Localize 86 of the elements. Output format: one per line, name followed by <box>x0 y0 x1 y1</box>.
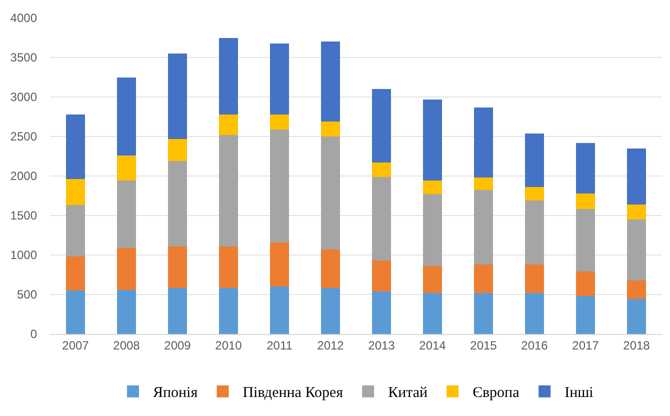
bar <box>626 299 646 334</box>
x-tick-label: 2017 <box>572 338 600 352</box>
x-tick-label: 2012 <box>317 338 344 352</box>
bar <box>524 200 544 264</box>
legend-label: Китай <box>388 385 428 402</box>
bar <box>576 272 596 296</box>
x-tick-label: 2018 <box>623 338 650 352</box>
bar <box>422 180 442 194</box>
bar <box>320 136 340 250</box>
x-tick-label: 2008 <box>113 338 140 352</box>
bar <box>320 121 340 136</box>
bar <box>270 242 290 287</box>
bar <box>116 77 136 156</box>
bar <box>474 178 494 190</box>
bar <box>422 266 442 293</box>
bar <box>270 114 290 130</box>
bar <box>372 260 392 292</box>
bar <box>270 129 290 242</box>
bar <box>576 296 596 334</box>
legend-label: Інші <box>564 385 594 402</box>
bar <box>626 280 646 300</box>
bar <box>626 148 646 204</box>
x-tick-label: 2015 <box>470 338 498 352</box>
y-tick-label: 1000 <box>10 248 38 262</box>
bar <box>168 288 188 334</box>
bar <box>524 133 544 188</box>
x-tick-label: 2016 <box>521 338 548 352</box>
bar <box>474 107 494 178</box>
bar <box>576 142 596 194</box>
bar <box>422 99 442 181</box>
bar <box>320 42 340 122</box>
y-tick-label: 4000 <box>10 11 38 26</box>
y-tick-label: 3000 <box>10 90 38 104</box>
bar <box>372 89 392 163</box>
bar <box>66 256 86 291</box>
bar <box>524 292 544 334</box>
bar <box>218 38 238 114</box>
bar <box>66 114 86 180</box>
bar <box>168 138 188 161</box>
bar <box>422 292 442 334</box>
bar <box>116 155 136 181</box>
bar <box>422 194 442 266</box>
bar <box>576 193 596 210</box>
bar <box>116 248 136 290</box>
y-tick-label: 3500 <box>10 50 38 65</box>
x-tick-label: 2011 <box>266 338 293 352</box>
bar <box>218 246 238 288</box>
y-tick-label: 1500 <box>10 208 38 223</box>
bar <box>524 264 544 293</box>
bar <box>270 286 290 334</box>
bar <box>66 290 86 334</box>
bar <box>218 114 238 135</box>
y-tick-label: 500 <box>16 288 38 302</box>
bar <box>576 209 596 272</box>
x-tick-label: 2014 <box>419 338 446 352</box>
y-tick-label: 0 <box>30 327 38 342</box>
legend-label: Японія <box>153 385 198 402</box>
bar <box>218 134 238 246</box>
bar <box>66 205 86 257</box>
bar <box>320 249 340 288</box>
bar <box>372 291 392 334</box>
bar <box>168 246 188 288</box>
bar <box>218 288 238 334</box>
bar <box>372 162 392 177</box>
bar <box>116 290 136 334</box>
x-tick-label: 2013 <box>368 338 396 352</box>
bar <box>372 176 392 261</box>
x-tick-label: 2007 <box>62 338 90 352</box>
bar <box>168 160 188 246</box>
bar <box>474 292 494 334</box>
bar <box>626 204 646 220</box>
legend-label: Південна Корея <box>242 385 344 402</box>
bar <box>168 54 188 139</box>
bar <box>474 190 494 264</box>
bar <box>270 43 290 114</box>
x-tick-label: 2010 <box>215 338 242 352</box>
legend-label: Європа <box>472 385 520 402</box>
bar <box>626 219 646 280</box>
bar <box>474 264 494 293</box>
bar <box>116 180 136 248</box>
x-tick-label: 2009 <box>164 338 192 352</box>
y-tick-label: 2000 <box>10 169 38 184</box>
bar <box>320 288 340 334</box>
bar <box>524 187 544 200</box>
y-tick-label: 2500 <box>10 130 38 144</box>
bar <box>66 179 86 206</box>
